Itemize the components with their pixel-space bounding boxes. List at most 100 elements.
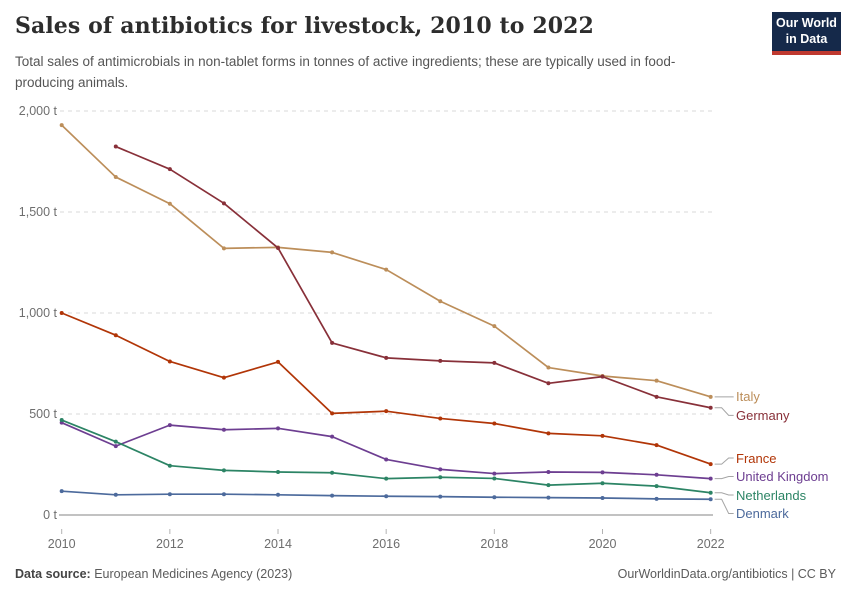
data-point-netherlands[interactable] — [438, 475, 443, 480]
owid-logo-box: Our World in Data — [772, 12, 841, 51]
data-point-united-kingdom[interactable] — [113, 444, 118, 449]
data-point-denmark[interactable] — [221, 492, 226, 497]
data-point-germany[interactable] — [492, 360, 497, 365]
data-point-france[interactable] — [600, 433, 605, 438]
data-point-france[interactable] — [546, 431, 551, 436]
license-link[interactable]: OurWorldinData.org/antibiotics | CC BY — [617, 567, 836, 581]
data-point-france[interactable] — [276, 359, 281, 364]
y-axis-label: 1,500 t — [18, 205, 57, 219]
data-point-denmark[interactable] — [167, 492, 172, 497]
series-line-france[interactable] — [60, 312, 712, 465]
data-point-denmark[interactable] — [654, 496, 659, 501]
data-point-denmark[interactable] — [59, 489, 64, 494]
data-point-italy[interactable] — [492, 324, 497, 329]
data-point-germany[interactable] — [276, 245, 281, 250]
data-point-italy[interactable] — [113, 175, 118, 180]
legend-item-netherlands[interactable]: Netherlands — [736, 487, 807, 503]
y-axis-label: 2,000 t — [18, 104, 57, 118]
data-point-united-kingdom[interactable] — [221, 427, 226, 432]
data-point-germany[interactable] — [708, 405, 713, 410]
data-point-france[interactable] — [492, 421, 497, 426]
data-point-germany[interactable] — [167, 167, 172, 172]
data-point-netherlands[interactable] — [167, 463, 172, 468]
data-point-denmark[interactable] — [600, 496, 605, 501]
data-point-denmark[interactable] — [546, 495, 551, 500]
data-point-united-kingdom[interactable] — [600, 470, 605, 475]
data-point-denmark[interactable] — [113, 492, 118, 497]
series-line-germany[interactable] — [114, 145, 712, 409]
data-point-denmark[interactable] — [438, 494, 443, 499]
data-point-denmark[interactable] — [330, 493, 335, 498]
data-point-france[interactable] — [438, 416, 443, 421]
legend-item-france[interactable]: France — [736, 450, 777, 466]
data-point-denmark[interactable] — [492, 495, 497, 500]
data-point-denmark[interactable] — [384, 494, 389, 499]
data-point-united-kingdom[interactable] — [708, 476, 713, 481]
data-point-germany[interactable] — [438, 358, 443, 363]
data-source-label: Data source: — [15, 567, 91, 581]
data-point-united-kingdom[interactable] — [654, 472, 659, 477]
x-axis-label: 2014 — [264, 537, 292, 551]
data-point-france[interactable] — [113, 333, 118, 338]
data-point-germany[interactable] — [384, 355, 389, 360]
data-point-italy[interactable] — [546, 365, 551, 370]
data-point-france[interactable] — [654, 443, 659, 448]
data-point-germany[interactable] — [654, 394, 659, 399]
data-point-denmark[interactable] — [276, 492, 281, 497]
data-point-united-kingdom[interactable] — [384, 457, 389, 462]
y-axis-label: 0 t — [43, 508, 57, 522]
data-point-denmark[interactable] — [708, 497, 713, 502]
data-point-netherlands[interactable] — [276, 469, 281, 474]
series-line-united-kingdom[interactable] — [60, 421, 712, 480]
owid-logo[interactable]: Our World in Data — [772, 12, 841, 55]
data-point-netherlands[interactable] — [384, 476, 389, 481]
data-point-united-kingdom[interactable] — [167, 423, 172, 428]
data-point-italy[interactable] — [438, 299, 443, 304]
data-point-netherlands[interactable] — [492, 476, 497, 481]
series-line-netherlands[interactable] — [60, 419, 712, 494]
data-point-germany[interactable] — [330, 340, 335, 345]
data-point-france[interactable] — [708, 462, 713, 467]
data-point-united-kingdom[interactable] — [492, 471, 497, 476]
legend-connector — [714, 457, 734, 465]
data-point-france[interactable] — [221, 375, 226, 380]
x-axis-label: 2018 — [480, 537, 509, 551]
data-point-france[interactable] — [167, 359, 172, 364]
data-point-italy[interactable] — [167, 201, 172, 206]
data-point-united-kingdom[interactable] — [276, 426, 281, 431]
legend-item-denmark[interactable]: Denmark — [736, 506, 789, 521]
data-point-italy[interactable] — [708, 394, 713, 399]
data-point-netherlands[interactable] — [113, 439, 118, 444]
data-point-netherlands[interactable] — [654, 484, 659, 489]
data-source: Data source: European Medicines Agency (… — [15, 567, 292, 581]
data-point-germany[interactable] — [600, 374, 605, 379]
data-point-italy[interactable] — [384, 267, 389, 272]
data-point-italy[interactable] — [59, 123, 64, 128]
data-source-text: European Medicines Agency (2023) — [94, 567, 293, 581]
data-point-netherlands[interactable] — [221, 468, 226, 473]
data-point-united-kingdom[interactable] — [438, 467, 443, 472]
data-point-netherlands[interactable] — [600, 481, 605, 486]
data-point-france[interactable] — [59, 311, 64, 315]
data-point-france[interactable] — [330, 411, 335, 416]
data-point-germany[interactable] — [221, 201, 226, 206]
data-point-italy[interactable] — [221, 246, 226, 251]
legend-connector — [714, 476, 734, 480]
data-point-united-kingdom[interactable] — [546, 469, 551, 474]
data-point-germany[interactable] — [113, 144, 118, 149]
data-point-united-kingdom[interactable] — [330, 434, 335, 439]
data-point-italy[interactable] — [654, 378, 659, 383]
data-point-germany[interactable] — [546, 381, 551, 386]
data-point-netherlands[interactable] — [546, 483, 551, 488]
data-point-italy[interactable] — [330, 250, 335, 255]
data-point-netherlands[interactable] — [59, 418, 64, 423]
legend-item-italy[interactable]: Italy — [736, 389, 760, 405]
data-point-netherlands[interactable] — [708, 490, 713, 495]
data-point-france[interactable] — [384, 409, 389, 414]
legend-item-germany[interactable]: Germany — [736, 407, 790, 423]
legend-item-united-kingdom[interactable]: United Kingdom — [736, 469, 829, 484]
data-point-netherlands[interactable] — [330, 470, 335, 475]
x-axis-label: 2010 — [47, 537, 76, 551]
